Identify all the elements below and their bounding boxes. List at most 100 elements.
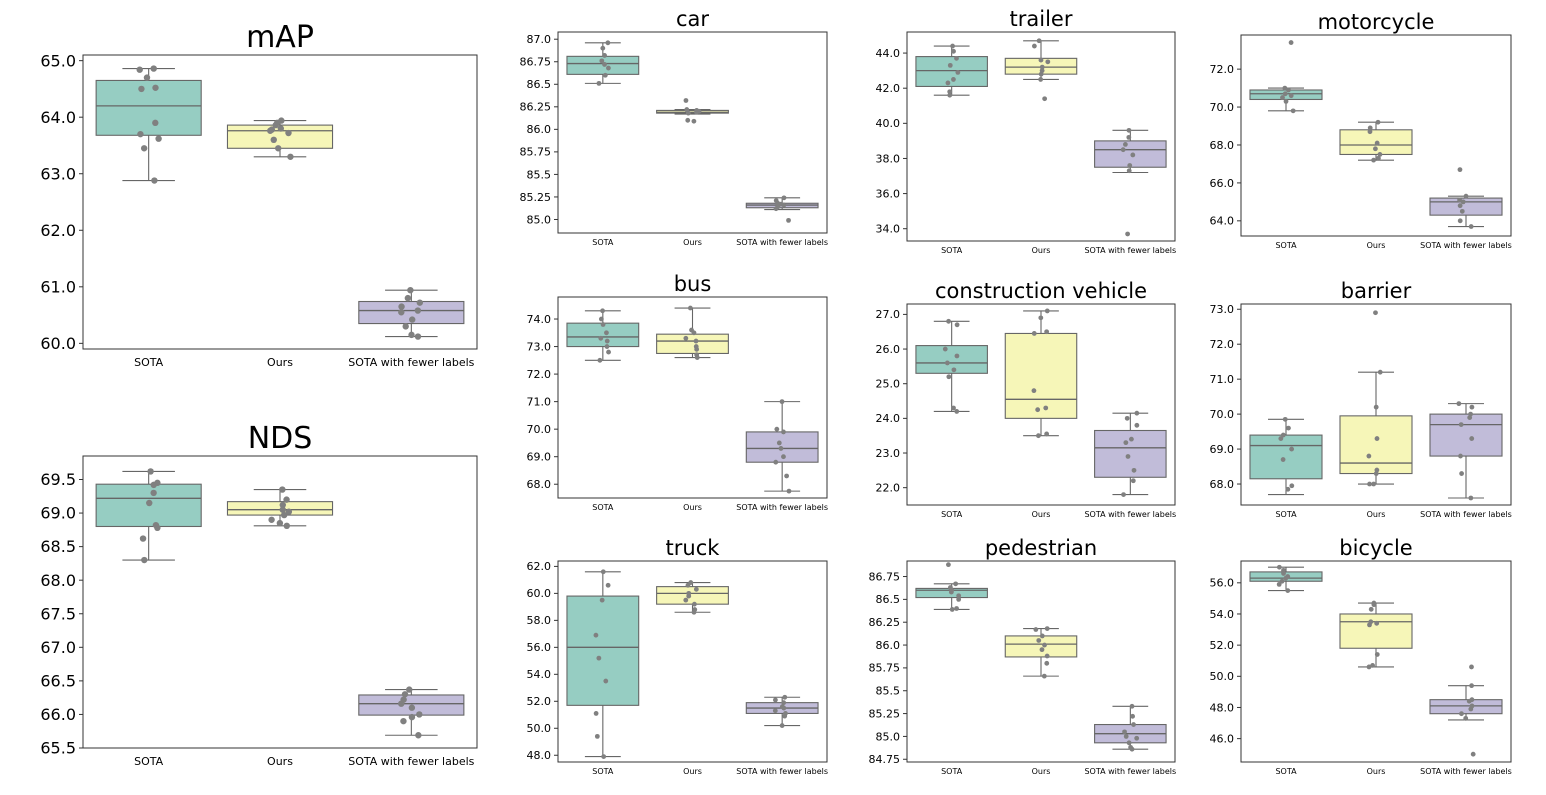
data-point [954, 606, 959, 611]
x-category-label: SOTA with fewer labels [736, 503, 828, 512]
data-point [146, 499, 153, 507]
data-point [781, 705, 787, 711]
panel-pedestrian: pedestrian 84.75 85.0 85.25 85.5 85.75 86.0 86.… [869, 536, 1177, 776]
data-point [1286, 425, 1291, 431]
box-1 [656, 333, 729, 354]
y-tick-label: 85.0 [527, 213, 552, 226]
data-point [683, 98, 689, 103]
data-point [279, 506, 286, 513]
data-point [1457, 167, 1463, 173]
x-category-label: Ours [1367, 241, 1386, 250]
x-category-label: SOTA [592, 238, 614, 247]
x-category-label: SOTA with fewer labels [348, 755, 474, 768]
y-tick-label: 68.0 [1210, 139, 1235, 152]
data-point [781, 202, 787, 208]
data-point [1129, 703, 1135, 709]
data-point [1470, 751, 1476, 757]
data-point [408, 331, 415, 339]
y-tick-label: 68.5 [40, 537, 76, 556]
y-tick-label: 62.0 [40, 221, 76, 240]
data-point [947, 92, 953, 98]
data-point [948, 589, 954, 595]
panel-title: barrier [1341, 279, 1412, 303]
y-tick-label: 85.25 [520, 191, 552, 204]
axes-frame [82, 455, 478, 749]
data-point [1469, 436, 1475, 441]
data-point [604, 330, 609, 336]
x-category-label: Ours [267, 755, 293, 768]
data-point [779, 399, 785, 405]
data-point [686, 593, 692, 599]
y-tick-label: 68.0 [40, 571, 76, 590]
data-point [605, 582, 611, 588]
data-point [691, 330, 697, 336]
x-category-label: SOTA [592, 503, 614, 512]
axes-frame [1240, 303, 1512, 506]
data-point [602, 62, 607, 67]
data-point [1039, 633, 1045, 639]
y-tick-label: 64.0 [40, 108, 76, 127]
y-tick-label: 70.0 [1210, 408, 1235, 421]
data-point [1044, 660, 1050, 666]
data-point [596, 655, 602, 661]
data-point [949, 607, 955, 612]
y-tick-label: 65.5 [40, 739, 76, 758]
y-tick-label: 73.0 [527, 340, 552, 353]
y-tick-label: 52.0 [527, 695, 552, 708]
y-tick-label: 85.75 [520, 146, 552, 159]
data-point [1038, 71, 1044, 77]
data-point [1371, 157, 1376, 163]
y-tick-label: 85.25 [869, 707, 901, 720]
data-point [1458, 422, 1464, 427]
y-tick-label: 66.0 [40, 705, 76, 724]
data-point [1276, 564, 1282, 570]
x-category-label: SOTA [134, 755, 164, 768]
y-tick-label: 23.0 [876, 447, 901, 460]
data-point [285, 508, 293, 515]
data-point [1459, 208, 1465, 214]
x-category-label: SOTA [1275, 241, 1297, 250]
panel-bus: bus 68.0 69.0 70.0 71.0 72.0 73.0 74.0 SOTA Ours S… [527, 272, 829, 512]
data-point [786, 488, 792, 494]
y-tick-label: 52.0 [1210, 639, 1235, 652]
data-point [1375, 119, 1381, 125]
y-tick-label: 72.0 [527, 368, 552, 381]
x-category-label: SOTA with fewer labels [1084, 767, 1176, 776]
data-point [601, 754, 607, 760]
data-point [400, 717, 407, 725]
axes-frame [906, 560, 1176, 763]
data-point [1134, 735, 1140, 741]
y-tick-label: 25.0 [876, 378, 901, 391]
data-point [1377, 369, 1383, 375]
data-point [138, 85, 145, 93]
y-tick-label: 85.0 [876, 730, 901, 743]
y-tick-label: 86.75 [869, 570, 901, 583]
x-category-label: SOTA with fewer labels [1420, 241, 1512, 250]
data-point [1283, 98, 1289, 104]
data-point [687, 305, 693, 311]
data-point [1042, 642, 1047, 648]
data-point [694, 346, 700, 352]
axes-frame [82, 54, 478, 350]
axes-frame [1240, 34, 1512, 237]
x-category-label: SOTA with fewer labels [1084, 510, 1176, 519]
data-point [781, 429, 786, 435]
panel-car: car 85.0 85.25 85.5 85.75 86.0 86.25 86.5 86.75 8… [520, 7, 829, 247]
data-point [1289, 446, 1295, 452]
data-point [1125, 231, 1131, 237]
data-point [416, 299, 424, 306]
data-point [1044, 431, 1050, 437]
data-point [140, 145, 148, 152]
data-point [1281, 571, 1286, 576]
data-point [147, 468, 154, 475]
data-point [143, 74, 151, 81]
x-category-label: Ours [683, 238, 702, 247]
data-point [1031, 388, 1037, 394]
y-tick-label: 42.0 [876, 82, 901, 95]
data-point [600, 308, 605, 314]
data-point [685, 110, 691, 116]
data-point [694, 109, 699, 115]
data-point [1039, 64, 1045, 70]
y-tick-label: 50.0 [1210, 670, 1235, 683]
data-point [600, 45, 606, 51]
